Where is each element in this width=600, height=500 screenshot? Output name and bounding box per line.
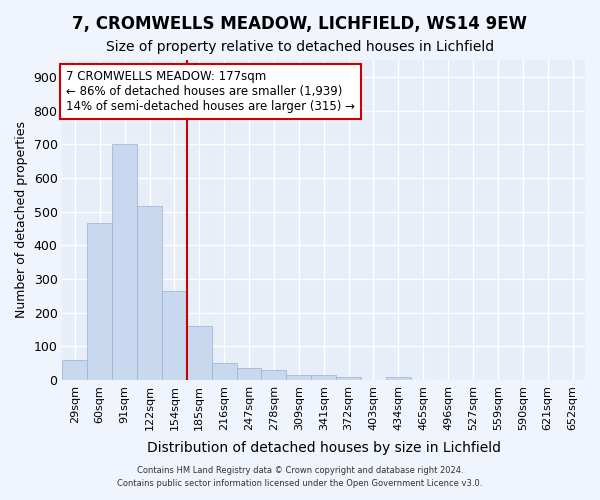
Bar [311,375,336,380]
Bar [212,363,236,380]
Y-axis label: Number of detached properties: Number of detached properties [15,122,28,318]
Bar [386,376,411,380]
Text: 7, CROMWELLS MEADOW, LICHFIELD, WS14 9EW: 7, CROMWELLS MEADOW, LICHFIELD, WS14 9EW [73,15,527,33]
Bar [187,326,212,380]
Bar [88,224,112,380]
X-axis label: Distribution of detached houses by size in Lichfield: Distribution of detached houses by size … [147,441,501,455]
Text: Size of property relative to detached houses in Lichfield: Size of property relative to detached ho… [106,40,494,54]
Bar [62,360,88,380]
Text: Contains HM Land Registry data © Crown copyright and database right 2024.
Contai: Contains HM Land Registry data © Crown c… [118,466,482,487]
Bar [137,206,162,380]
Bar [162,290,187,380]
Bar [336,376,361,380]
Bar [112,144,137,380]
Bar [262,370,286,380]
Text: 7 CROMWELLS MEADOW: 177sqm
← 86% of detached houses are smaller (1,939)
14% of s: 7 CROMWELLS MEADOW: 177sqm ← 86% of deta… [66,70,355,113]
Bar [286,375,311,380]
Bar [236,368,262,380]
